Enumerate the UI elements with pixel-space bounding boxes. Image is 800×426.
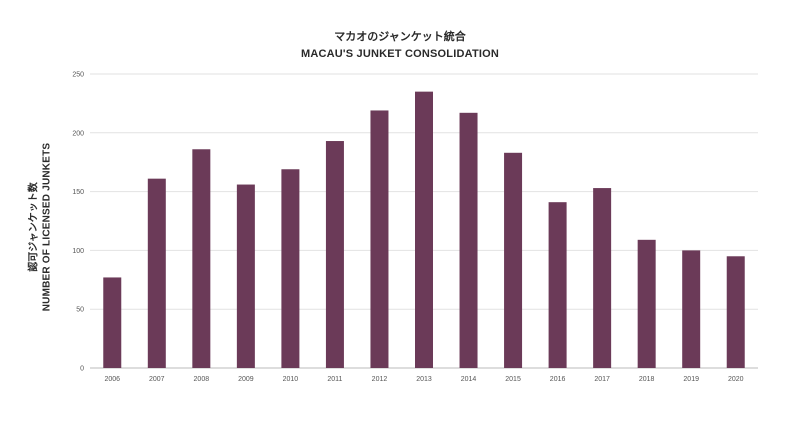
x-tick-labels: 2006 2007 2008 2009 2010 2011 2012 2013 2014 2015… (104, 376, 743, 383)
y-tick-label: 200 (72, 130, 84, 137)
chart-title: マカオのジャンケット統合 (334, 31, 466, 43)
x-tick-label: 2013 (416, 376, 432, 383)
y-tick-label: 150 (72, 189, 84, 196)
bar (236, 184, 255, 368)
y-tick-labels: 0 50 100 150 200 250 (72, 72, 84, 373)
x-tick-label: 2019 (683, 376, 699, 383)
bar (682, 250, 701, 368)
x-tick-label: 2015 (505, 376, 521, 383)
chart-subtitle: MACAU'S JUNKET CONSOLIDATION (300, 48, 500, 60)
x-tick-label: 2010 (283, 376, 299, 383)
x-tick-label: 2007 (149, 376, 165, 383)
x-tick-label: 2008 (194, 376, 210, 383)
x-tick-label: 2018 (639, 376, 655, 383)
y-tick-label: 0 (80, 366, 84, 373)
bar (281, 169, 300, 368)
x-tick-label: 2020 (728, 376, 744, 383)
bar (726, 256, 745, 368)
bars (103, 91, 745, 369)
bar (147, 178, 166, 368)
bar (548, 202, 567, 368)
x-tick-label: 2006 (104, 376, 120, 383)
y-tick-label: 250 (72, 72, 84, 79)
x-tick-label: 2012 (372, 376, 388, 383)
bar (103, 277, 122, 368)
x-tick-label: 2017 (594, 376, 610, 383)
x-tick-label: 2016 (550, 376, 566, 383)
y-tick-label: 100 (72, 248, 84, 255)
bar (504, 152, 523, 368)
bar (637, 239, 656, 368)
x-tick-label: 2009 (238, 376, 254, 383)
bar (459, 112, 478, 368)
x-tick-label: 2014 (461, 376, 477, 383)
x-tick-label: 2011 (327, 376, 342, 383)
chart-title-block: マカオのジャンケット統合 MACAU'S JUNKET CONSOLIDATIO… (0, 30, 800, 62)
bar (415, 91, 433, 368)
bar (370, 110, 389, 369)
bar (593, 188, 612, 368)
y-tick-label: 50 (76, 307, 84, 314)
bar (192, 149, 211, 368)
bar (325, 141, 344, 368)
